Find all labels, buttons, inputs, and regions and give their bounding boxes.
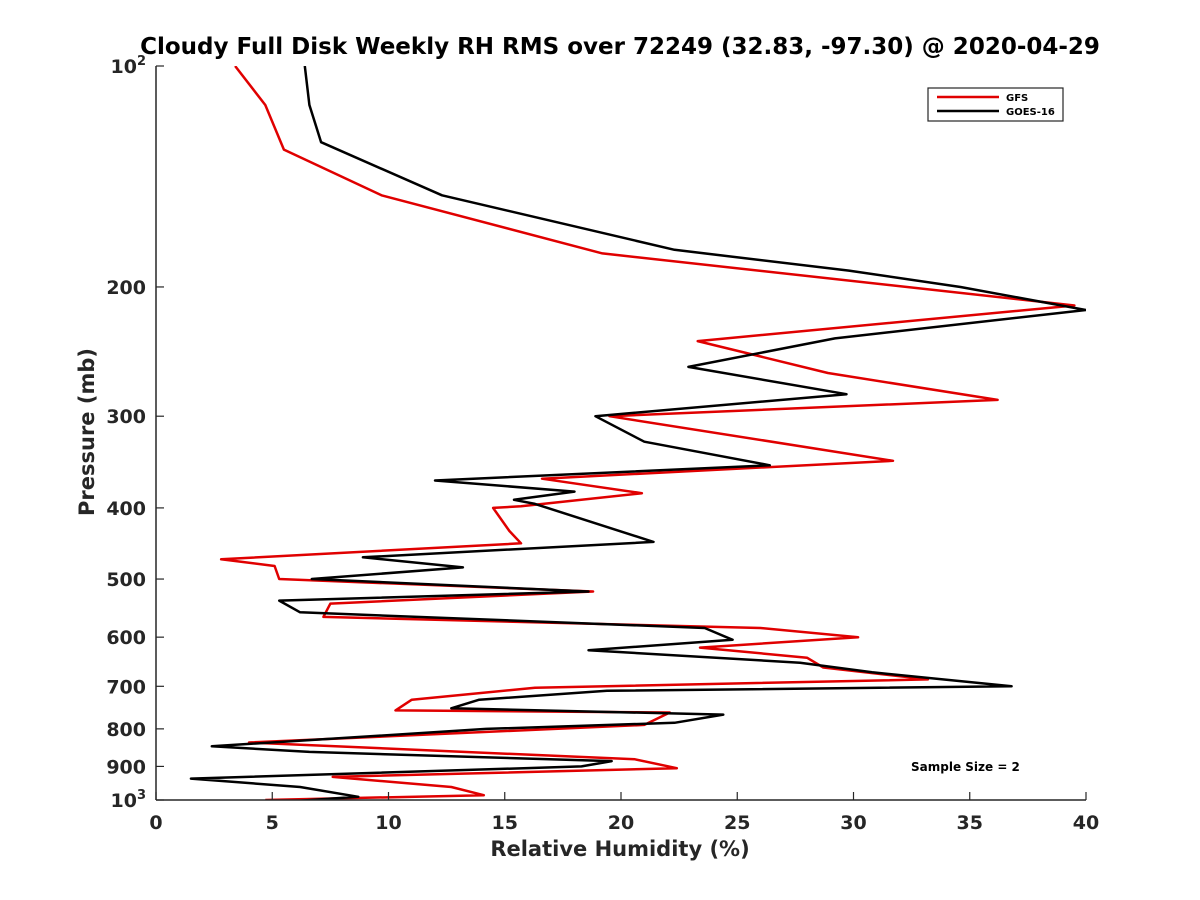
y-tick-label: 103 [111, 788, 147, 812]
y-tick-label: 102 [111, 54, 147, 78]
x-tick-label: 15 [492, 812, 518, 834]
x-tick-label: 40 [1073, 812, 1099, 834]
chart-title: Cloudy Full Disk Weekly RH RMS over 7224… [140, 34, 1100, 60]
y-tick-label: 300 [106, 406, 146, 428]
y-tick-label: 200 [106, 277, 146, 299]
x-tick-label: 5 [266, 812, 279, 834]
sample-size-annotation: Sample Size = 2 [911, 760, 1020, 774]
y-tick-label: 700 [106, 676, 146, 698]
y-tick-label: 800 [106, 719, 146, 741]
series-line-goes16 [189, 66, 1086, 800]
x-tick-label: 20 [608, 812, 634, 834]
y-tick-label: 500 [106, 569, 146, 591]
series-line-gfs [219, 66, 1076, 800]
x-tick-label: 25 [724, 812, 750, 834]
x-tick-label: 10 [375, 812, 401, 834]
x-tick-label: 30 [840, 812, 866, 834]
y-tick-label: 600 [106, 627, 146, 649]
y-tick-label: 400 [106, 498, 146, 520]
series-layer [189, 66, 1086, 800]
legend-label-gfs: GFS [1006, 93, 1028, 104]
x-tick-label: 35 [957, 812, 983, 834]
legend-box [927, 87, 1064, 122]
x-tick-label: 0 [149, 812, 162, 834]
axes-layer: 0 5 10 15 20 25 30 35 40 102 200 300 400 500 600 700 800… [106, 54, 1099, 834]
legend-label-goes16: GOES-16 [1006, 107, 1055, 118]
y-axis-label: Pressure (mb) [75, 348, 99, 516]
legend: GFS GOES-16 [927, 87, 1064, 122]
x-axis-label: Relative Humidity (%) [490, 837, 749, 861]
y-tick-label: 900 [106, 756, 146, 778]
